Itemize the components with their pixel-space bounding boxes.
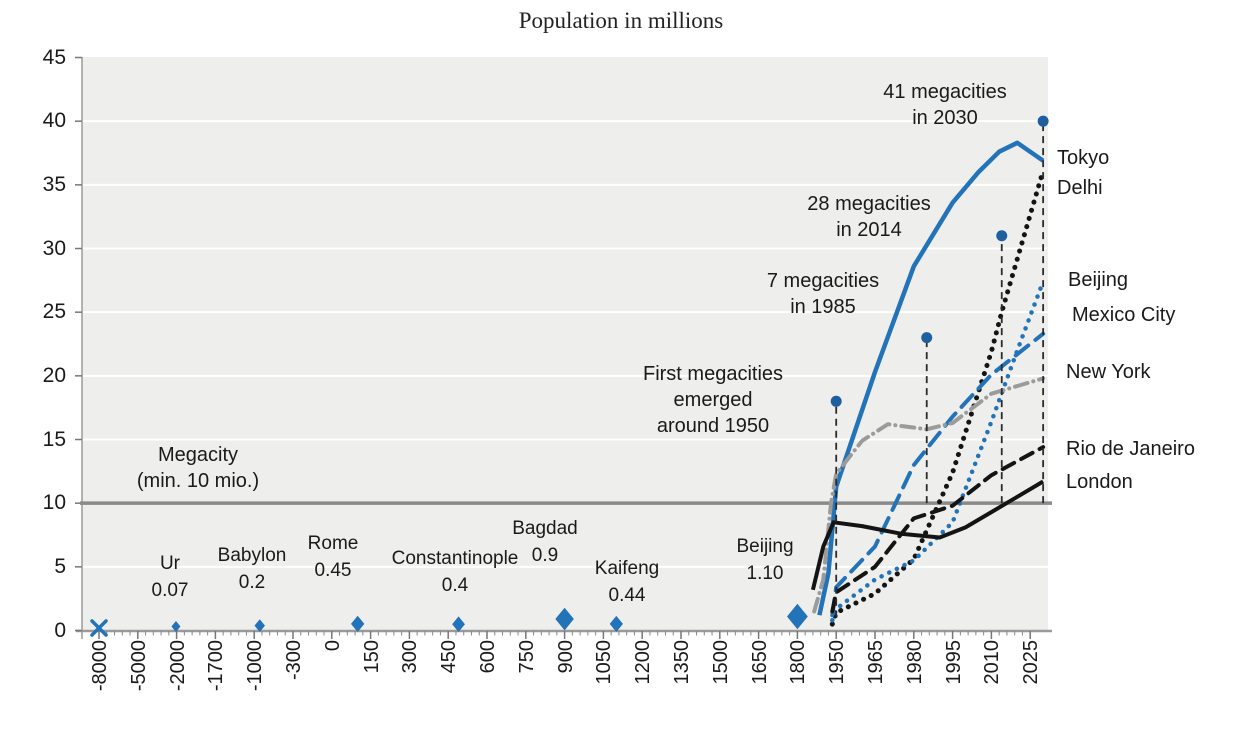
annotation-megacities-1950: First megacities emerged around 1950 — [642, 363, 784, 437]
label-bagdad-value: 0.9 — [531, 544, 559, 566]
label-bagdad-name: Bagdad — [512, 518, 578, 539]
y-tick-label-10: 10 — [42, 491, 66, 515]
x-tick-label-900: 900 — [554, 640, 577, 674]
y-tick-label-40: 40 — [42, 109, 66, 133]
x-tick-label-2010: 2010 — [981, 640, 1004, 685]
x-tick-label-1200: 1200 — [632, 640, 655, 685]
label-babylon: Babylon 0.2 — [218, 543, 287, 596]
milestone-dot-2014 — [996, 230, 1008, 242]
milestone-dot-2030 — [1037, 115, 1049, 127]
x-tick-label-0: 0 — [321, 640, 344, 652]
diamond-marker-constantinople — [452, 616, 465, 632]
x-tick-label--1700: -1700 — [205, 640, 228, 692]
label-rome: Rome 0.45 — [308, 531, 359, 584]
series-label-rio_de_janeiro: Rio de Janeiro — [1066, 438, 1195, 460]
x-tick-label--8000: -8000 — [89, 640, 111, 692]
x-tick-label--300: -300 — [283, 640, 305, 681]
x-tick-label-1800: 1800 — [787, 640, 810, 685]
milestone-dot-1950 — [830, 395, 842, 407]
series-line-new_york — [812, 376, 1046, 614]
series-label-mexico_city: Mexico City — [1072, 304, 1176, 326]
x-tick-label-1650: 1650 — [748, 640, 771, 685]
series-label-tokyo: Tokyo — [1057, 147, 1110, 169]
label-kaifeng-name: Kaifeng — [594, 558, 660, 579]
y-tick-label-25: 25 — [42, 300, 66, 324]
x-tick-label-450: 450 — [438, 640, 461, 674]
label-ur: Ur 0.07 — [152, 551, 189, 604]
x-tick-label-1050: 1050 — [593, 640, 616, 685]
x-tick-label-1995: 1995 — [942, 640, 965, 685]
label-constantinople-value: 0.4 — [441, 574, 469, 596]
y-tick-label-45: 45 — [42, 45, 66, 69]
annotation-megacities-2014: 28 megacities in 2014 — [807, 193, 931, 241]
annotation-megacity-threshold: Megacity (min. 10 mio.) — [136, 444, 260, 492]
diamond-marker-rome — [350, 615, 365, 632]
x-marker--8000 — [90, 619, 108, 637]
series-line-london — [810, 479, 1045, 591]
x-tick-label-600: 600 — [477, 640, 499, 674]
label-constantinople: Constantinople 0.4 — [392, 546, 519, 599]
chart-title: Population in millions — [518, 8, 724, 33]
x-tick-label-750: 750 — [515, 640, 538, 674]
label-beijing_1800: Beijing 1.10 — [736, 534, 793, 587]
series-line-delhi — [829, 168, 1046, 627]
annotation-megacities-1985: 7 megacities in 1985 — [766, 270, 880, 318]
diamond-marker-bagdad — [555, 607, 574, 631]
x-tick-label-1950: 1950 — [826, 640, 849, 685]
diamond-marker-beijing_1800 — [786, 603, 808, 630]
milestone-dot-1985 — [921, 332, 933, 344]
label-constantinople-name: Constantinople — [391, 548, 519, 569]
series-label-london: London — [1066, 471, 1133, 493]
label-ur-value: 0.07 — [151, 579, 189, 601]
label-ur-name: Ur — [159, 553, 181, 574]
label-rome-value: 0.45 — [314, 559, 352, 581]
x-tick-label-1965: 1965 — [865, 640, 887, 685]
x-tick-label--2000: -2000 — [166, 640, 189, 692]
x-tick-label-1980: 1980 — [903, 640, 926, 685]
x-tick-label--1000: -1000 — [244, 640, 267, 692]
x-tick-label-300: 300 — [399, 640, 422, 674]
label-rome-name: Rome — [307, 533, 359, 554]
label-babylon-value: 0.2 — [238, 571, 266, 593]
diamond-marker-babylon — [254, 619, 265, 632]
diamond-marker-ur — [171, 621, 181, 632]
series-line-beijing — [830, 279, 1046, 623]
y-tick-label-30: 30 — [42, 236, 66, 260]
x-tick-label-1500: 1500 — [709, 640, 732, 685]
label-kaifeng: Kaifeng 0.44 — [595, 556, 659, 609]
label-beijing_1800-value: 1.10 — [746, 562, 784, 584]
y-tick-label-5: 5 — [54, 554, 66, 578]
label-bagdad: Bagdad 0.9 — [512, 516, 578, 569]
y-tick-label-20: 20 — [42, 363, 66, 387]
y-tick-label-15: 15 — [42, 427, 66, 451]
annotation-megacities-2030: 41 megacities in 2030 — [883, 81, 1007, 129]
series-label-new_york: New York — [1066, 361, 1151, 383]
y-tick-label-0: 0 — [54, 618, 66, 642]
label-beijing_1800-name: Beijing — [736, 536, 794, 557]
label-babylon-name: Babylon — [217, 545, 287, 566]
x-tick-label--5000: -5000 — [127, 640, 150, 692]
y-tick-label-35: 35 — [42, 172, 66, 196]
x-tick-label-2025: 2025 — [1020, 640, 1043, 685]
series-label-beijing: Beijing — [1068, 269, 1129, 291]
label-kaifeng-value: 0.44 — [608, 584, 646, 606]
x-tick-label-1350: 1350 — [671, 640, 693, 685]
series-label-delhi: Delhi — [1057, 177, 1103, 199]
diamond-marker-kaifeng — [609, 615, 623, 632]
x-tick-label-150: 150 — [360, 640, 383, 674]
